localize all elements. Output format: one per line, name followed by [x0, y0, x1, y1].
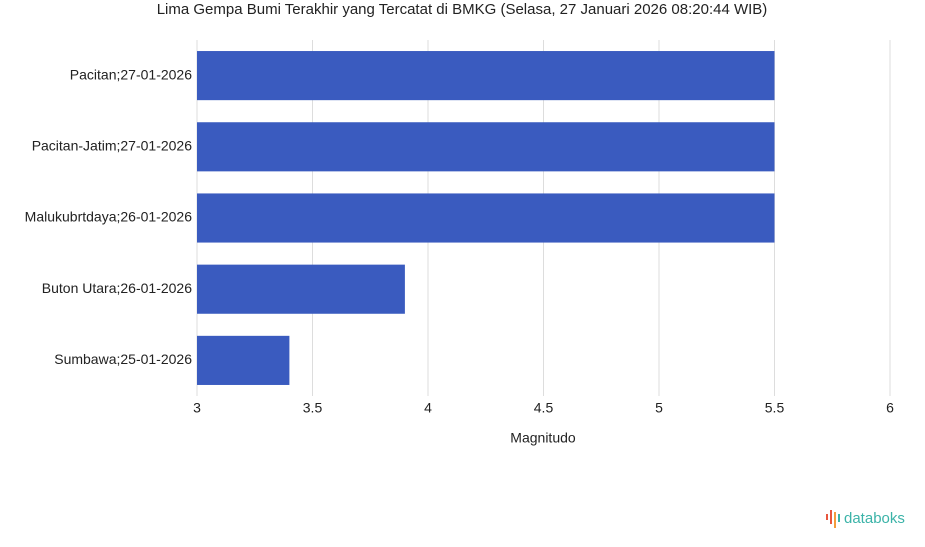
- y-tick-label: Malukubrtdaya;26-01-2026: [25, 209, 193, 225]
- chart-title: Lima Gempa Bumi Terakhir yang Tercatat d…: [157, 1, 768, 18]
- logo-text: databoks: [844, 510, 905, 527]
- bar: [197, 264, 405, 314]
- x-tick-label: 6: [886, 400, 894, 416]
- x-tick-label: 3.5: [303, 400, 323, 416]
- x-tick-label: 3: [193, 400, 201, 416]
- y-tick-label: Sumbawa;25-01-2026: [54, 351, 192, 367]
- x-tick-label: 4.5: [534, 400, 554, 416]
- x-tick-label: 4: [424, 400, 432, 416]
- y-tick-label: Pacitan-Jatim;27-01-2026: [32, 138, 193, 154]
- logo-icon: [826, 510, 840, 528]
- bar: [197, 51, 775, 101]
- y-tick-label: Buton Utara;26-01-2026: [42, 280, 192, 296]
- logo-bar: [830, 510, 832, 524]
- x-axis-title: Magnitudo: [510, 430, 576, 446]
- logo-bar: [838, 514, 840, 522]
- bar: [197, 193, 775, 243]
- logo-bar: [834, 512, 836, 528]
- bar: [197, 122, 775, 172]
- x-tick-label: 5.5: [765, 400, 785, 416]
- logo-bar: [826, 514, 828, 520]
- y-tick-label: Pacitan;27-01-2026: [70, 66, 192, 82]
- bar: [197, 335, 290, 385]
- x-tick-label: 5: [655, 400, 663, 416]
